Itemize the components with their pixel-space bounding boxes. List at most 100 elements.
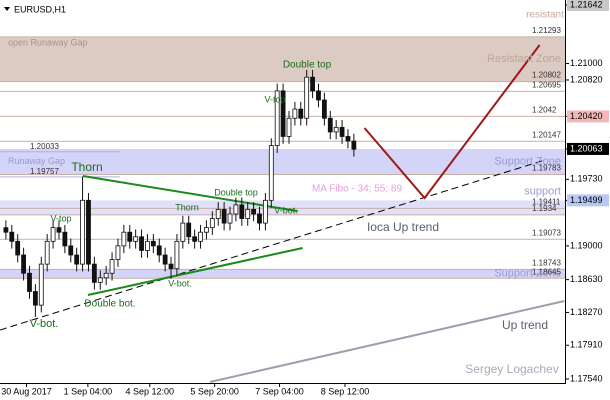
candle-body: [121, 231, 127, 247]
candle-body: [204, 227, 209, 233]
candle-body: [298, 108, 304, 119]
level-label: 1.19073: [532, 228, 561, 237]
annotation: V-bot.: [168, 278, 192, 288]
candle-body: [245, 209, 251, 219]
candle-body: [251, 209, 257, 215]
candle-body: [74, 254, 80, 265]
candle-body: [227, 213, 233, 224]
level-label: 1.20802: [532, 71, 561, 80]
annotation: MA Fibo - 34; 55; 89: [312, 184, 402, 195]
zone: [0, 269, 565, 279]
candle-body: [115, 245, 121, 260]
candle-body: [97, 277, 103, 283]
level-label: 1.19757: [30, 167, 59, 176]
level-label: 1.18645: [532, 267, 561, 276]
y-tick-label: 1.21642: [570, 0, 603, 9]
trend-line: [82, 175, 298, 213]
bottom-axis: [0, 383, 566, 384]
level-label: 1.2042: [532, 106, 557, 115]
candle-body: [62, 231, 68, 247]
price-box: [567, 110, 609, 123]
candle-body: [262, 199, 268, 224]
candle-body: [127, 231, 133, 242]
x-tick-label: 30 Aug 2017: [1, 386, 52, 396]
candle-body: [327, 117, 333, 133]
candle-body: [103, 272, 109, 279]
annotation: V-bot.: [30, 318, 59, 330]
annotation: Thorn: [175, 202, 199, 212]
zone-label: support: [524, 186, 561, 198]
candle-body: [351, 140, 357, 150]
candle-body: [44, 240, 50, 265]
y-tick-label: 1.20420: [570, 111, 603, 121]
annotation: V-top: [50, 213, 71, 223]
price-box: [567, 0, 609, 11]
price-box: [567, 194, 609, 207]
candle-body: [310, 76, 315, 92]
candle-body: [257, 213, 262, 224]
candle-body: [192, 236, 198, 242]
candle-body: [215, 209, 221, 219]
candle-body: [133, 236, 139, 242]
zones: [0, 36, 565, 279]
candle-body: [109, 259, 115, 274]
level-label: 1.21293: [532, 26, 561, 35]
candle-body: [345, 136, 351, 142]
annotation: Double top: [283, 60, 332, 71]
y-tick-label: 1.17540: [570, 373, 603, 383]
annotation: Double top: [214, 187, 258, 197]
annotation: Thorn: [71, 160, 102, 174]
candle-body: [27, 272, 32, 292]
level-label: 1.19783: [532, 164, 561, 173]
y-tick-label: 1.19499: [570, 195, 603, 205]
trend-label: Ioca Up trend: [367, 220, 439, 234]
annotation: resistant: [526, 10, 564, 21]
candle-body: [156, 245, 162, 256]
candle-body: [286, 117, 292, 137]
candle-body: [139, 236, 144, 251]
zone-label: Support Zone: [494, 156, 561, 168]
x-tick-label: 7 Sep 04:00: [255, 386, 304, 396]
candle-body: [38, 263, 44, 306]
candle-body: [333, 126, 339, 133]
candle-body: [292, 108, 298, 119]
x-tick-label: 5 Sep 20:00: [190, 386, 239, 396]
zone-label: Support Zone: [494, 268, 561, 280]
zone: [0, 148, 565, 175]
y-tick-label: 1.19730: [570, 174, 603, 184]
candle-body: [321, 99, 327, 119]
candle-body: [91, 263, 97, 283]
candle-body: [221, 209, 227, 224]
candle-body: [80, 199, 85, 265]
candle-body: [174, 240, 180, 270]
level-label: 1.19411: [532, 198, 561, 207]
level-label: 1.20695: [532, 80, 561, 89]
candle-body: [233, 204, 239, 215]
candle-body: [268, 145, 274, 201]
candle-body: [15, 240, 21, 256]
candle-body: [339, 126, 345, 137]
candle-body: [168, 263, 174, 270]
candle-body: [86, 199, 91, 265]
candle-body: [280, 90, 286, 137]
chart-title: EURUSD,H1: [14, 4, 66, 14]
candle-body: [3, 227, 9, 233]
candle-body: [32, 291, 38, 306]
candle-body: [304, 76, 310, 119]
trend-line: [363, 44, 541, 200]
y-tick-label: 1.21000: [570, 58, 603, 68]
candle-body: [198, 231, 203, 242]
trend-label: Up trend: [502, 318, 548, 332]
annotation: V-top: [264, 94, 285, 104]
annotation: Double bot.: [84, 299, 135, 310]
zone-label: Resistant Zone: [487, 53, 561, 65]
y-tick-label: 1.18630: [570, 274, 603, 284]
x-tick-label: 4 Sep 12:00: [126, 386, 175, 396]
trend-line: [209, 300, 565, 383]
y-tick-label: 1.20820: [570, 74, 603, 84]
candle-body: [50, 227, 56, 242]
x-tick-label: 1 Sep 04:00: [64, 386, 113, 396]
annotation: Sergey Logachev: [465, 362, 558, 376]
